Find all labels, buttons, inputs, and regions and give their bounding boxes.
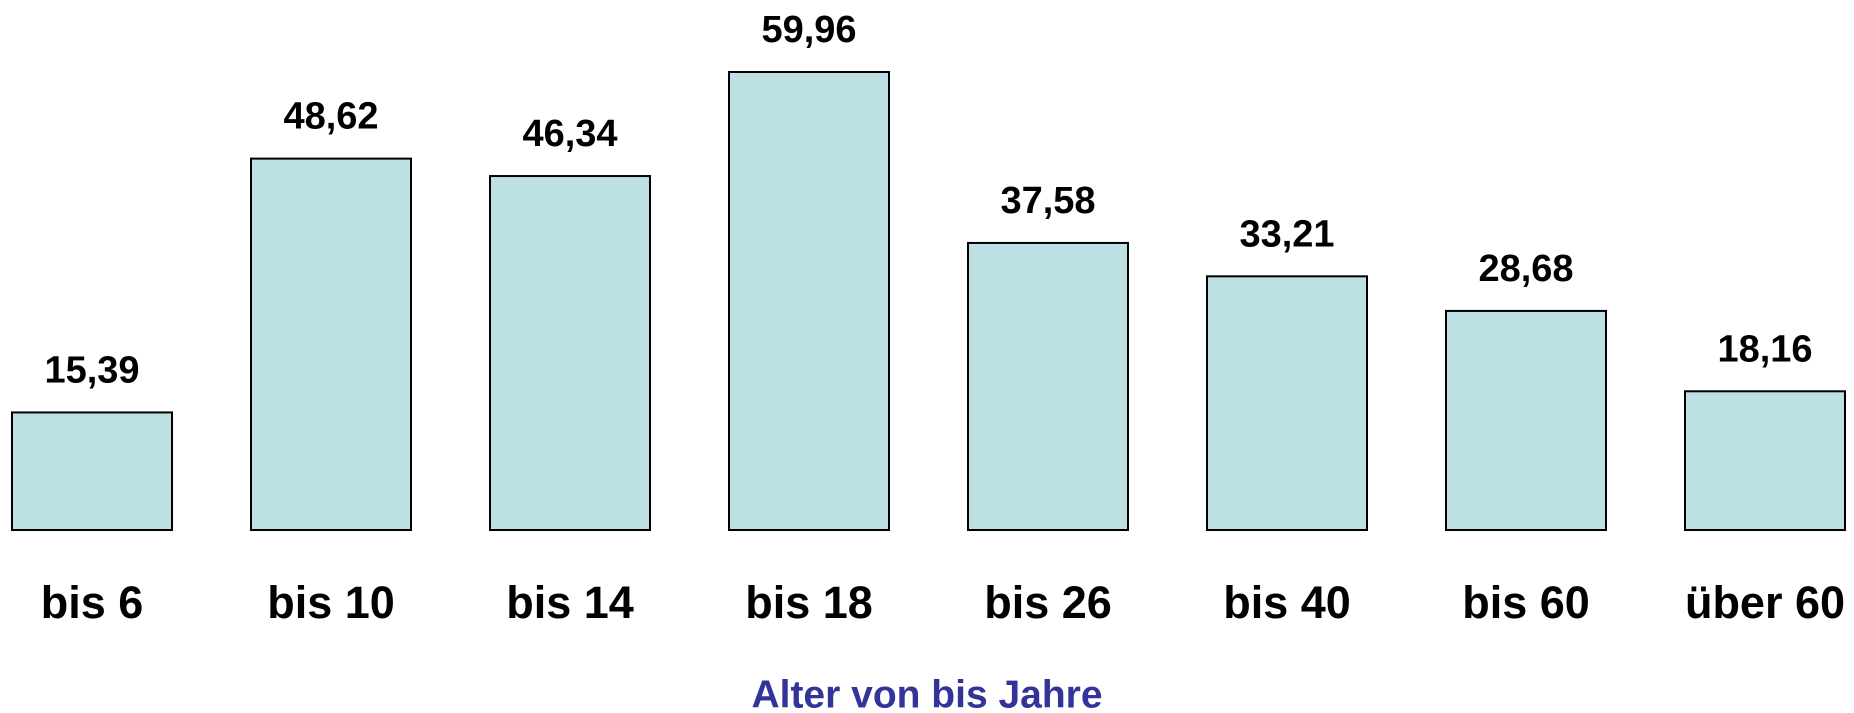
value-label: 33,21 xyxy=(1239,213,1334,255)
value-label: 46,34 xyxy=(522,113,617,155)
x-tick-label: bis 10 xyxy=(267,577,395,628)
x-axis-title: Alter von bis Jahre xyxy=(751,673,1102,713)
bar xyxy=(1445,309,1607,532)
bar xyxy=(967,241,1129,531)
x-tick-label: bis 18 xyxy=(745,577,873,628)
x-tick-label: bis 6 xyxy=(41,577,144,628)
x-tick-label: bis 26 xyxy=(984,577,1112,628)
x-tick-label: bis 60 xyxy=(1462,577,1590,628)
bar xyxy=(1206,275,1368,531)
x-tick-label: über 60 xyxy=(1685,577,1845,628)
bar xyxy=(1684,390,1846,531)
bar xyxy=(11,411,173,532)
value-label: 37,58 xyxy=(1000,180,1095,222)
value-label: 28,68 xyxy=(1478,248,1573,290)
value-label: 18,16 xyxy=(1717,328,1812,370)
bar xyxy=(489,175,651,531)
bar xyxy=(728,71,890,531)
bar xyxy=(250,157,412,531)
x-tick-label: bis 14 xyxy=(506,577,634,628)
value-label: 48,62 xyxy=(283,96,378,138)
x-tick-label: bis 40 xyxy=(1223,577,1351,628)
value-label: 15,39 xyxy=(44,349,139,391)
value-label: 59,96 xyxy=(761,9,856,51)
